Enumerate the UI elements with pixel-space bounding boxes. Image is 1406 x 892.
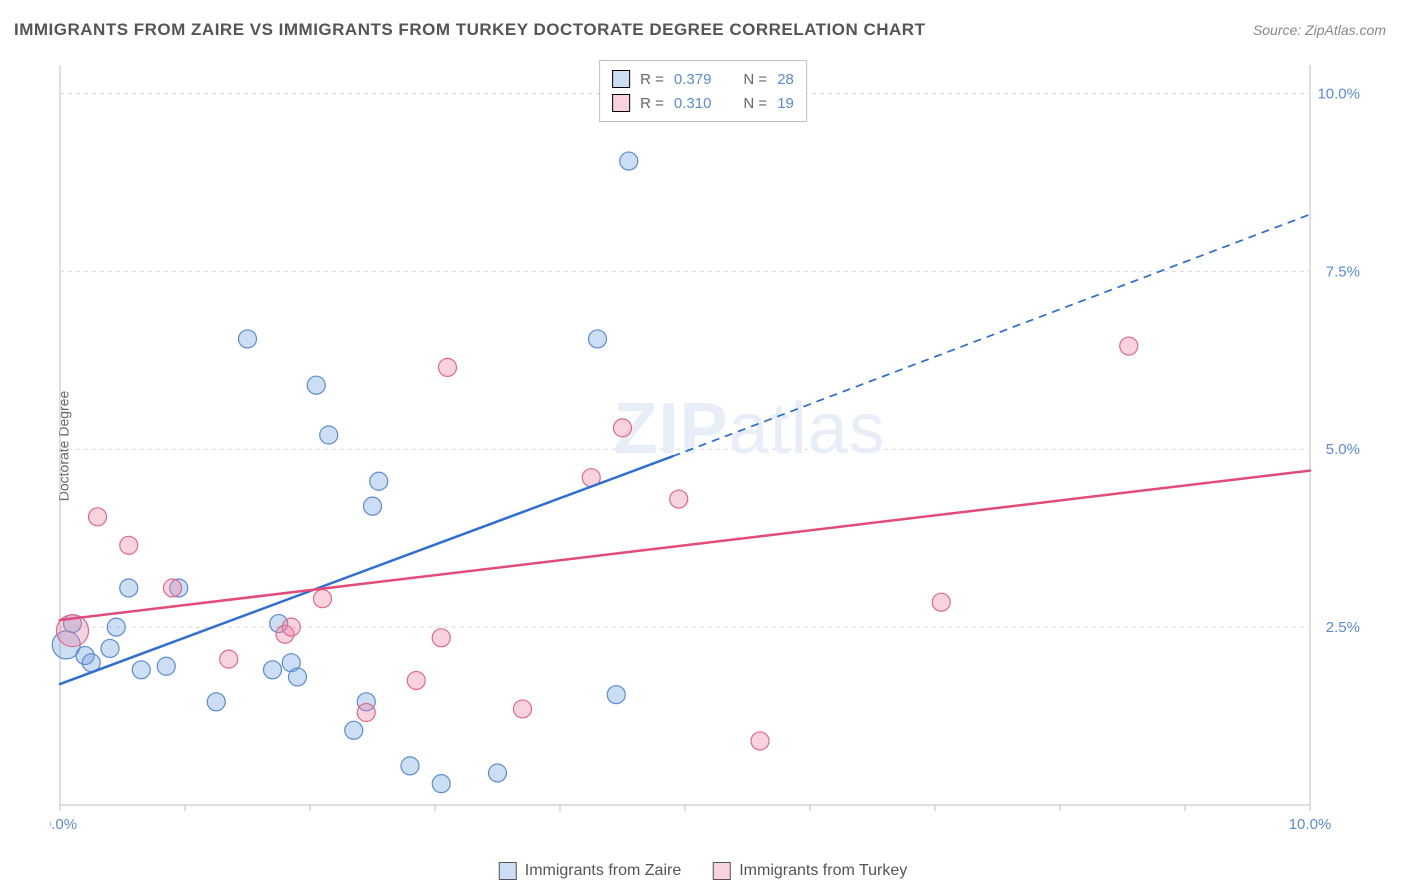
legend-swatch (612, 70, 630, 88)
legend-series-label: Immigrants from Zaire (525, 862, 681, 880)
legend-series-item: Immigrants from Turkey (713, 862, 907, 880)
svg-text:2.5%: 2.5% (1326, 619, 1360, 636)
legend-series-item: Immigrants from Zaire (499, 862, 681, 880)
svg-text:10.0%: 10.0% (1289, 816, 1332, 833)
chart-area: 2.5% 5.0% 7.5% 10.0% 0.0% 10.0% ZIPatlas (50, 55, 1370, 835)
svg-text:7.5%: 7.5% (1326, 263, 1360, 280)
scatter-plot-svg: 2.5% 5.0% 7.5% 10.0% 0.0% 10.0% ZIPatlas (50, 55, 1370, 835)
legend-swatch (612, 94, 630, 112)
legend-correlation-box: R =0.379N =28R =0.310N =19 (599, 60, 807, 122)
legend-swatch (713, 862, 731, 880)
legend-series: Immigrants from Zaire Immigrants from Tur… (499, 862, 908, 880)
svg-text:ZIPatlas: ZIPatlas (614, 389, 886, 469)
legend-series-label: Immigrants from Turkey (739, 862, 907, 880)
legend-stat-row: R =0.310N =19 (612, 91, 794, 115)
source-credit: Source: ZipAtlas.com (1253, 22, 1386, 38)
chart-title: IMMIGRANTS FROM ZAIRE VS IMMIGRANTS FROM… (14, 20, 925, 40)
svg-text:0.0%: 0.0% (50, 816, 77, 833)
svg-text:5.0%: 5.0% (1326, 441, 1360, 458)
legend-swatch (499, 862, 517, 880)
svg-text:10.0%: 10.0% (1317, 85, 1360, 102)
legend-stat-row: R =0.379N =28 (612, 67, 794, 91)
